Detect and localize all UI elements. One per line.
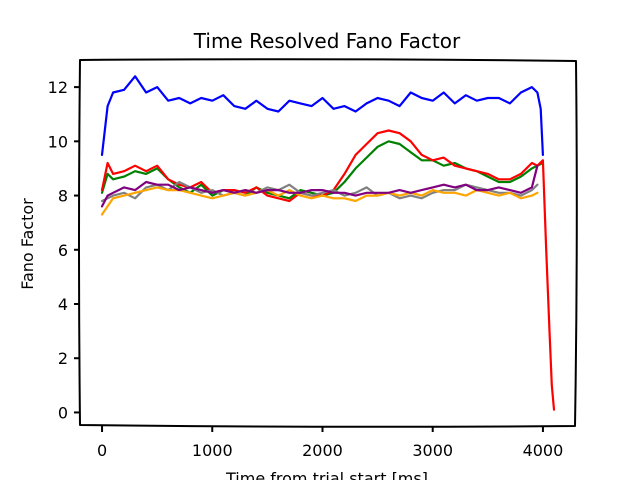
series-line-6 [100,164,539,208]
y-tick-label: 6 [58,241,68,260]
series-line-3 [100,129,556,411]
x-tick-label: 2000 [302,441,343,460]
y-tick-label: 10 [48,132,68,151]
chart-title: Time Resolved Fano Factor [193,29,461,53]
y-tick-label: 2 [58,349,68,368]
y-tick-label: 12 [48,78,68,97]
x-tick-label: 0 [97,441,107,460]
x-tick-label: 3000 [412,441,453,460]
x-tick-label: 4000 [523,441,564,460]
series-layer [100,75,556,411]
y-tick-label: 0 [58,403,68,422]
y-tick-label: 4 [58,295,68,314]
x-axis-label: Time from trial start [ms] [225,469,428,480]
series-line-5 [100,186,539,216]
plot-border [78,58,578,428]
series-line-1 [100,75,544,156]
x-axis-ticks: 0 1000 2000 3000 4000 [97,426,563,460]
x-tick-label: 1000 [192,441,233,460]
plot-frame [78,58,578,428]
y-axis-ticks: 0 2 4 6 8 10 12 [48,78,80,422]
y-axis-label: Fano Factor [18,198,37,290]
y-tick-label: 8 [58,187,68,206]
